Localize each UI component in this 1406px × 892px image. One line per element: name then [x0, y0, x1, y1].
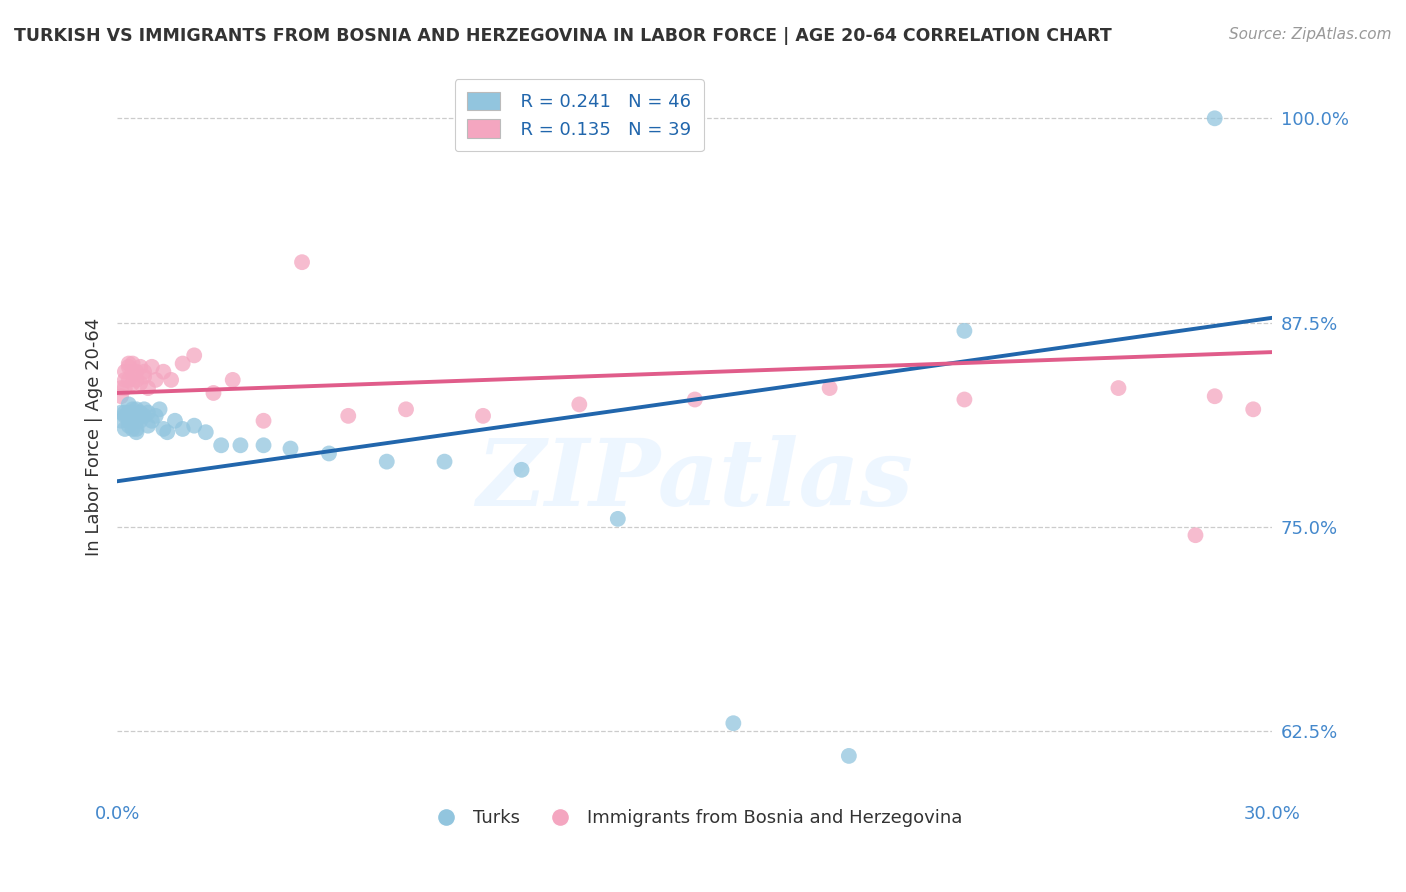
Point [129, 359, 152, 374]
Point [110, 389, 132, 403]
Point [125, 422, 148, 436]
Point [433, 455, 456, 469]
Point [510, 463, 533, 477]
Point [1184, 528, 1206, 542]
Point [110, 414, 132, 428]
Point [125, 414, 148, 428]
Point [683, 392, 706, 407]
Point [136, 406, 159, 420]
Point [818, 381, 841, 395]
Point [121, 402, 143, 417]
Point [121, 422, 143, 436]
Point [121, 357, 143, 371]
Point [141, 414, 163, 428]
Point [145, 409, 167, 423]
Point [134, 402, 156, 417]
Point [125, 373, 148, 387]
Text: ZIPatlas: ZIPatlas [477, 435, 914, 525]
Point [118, 357, 141, 371]
Point [118, 373, 141, 387]
Point [183, 348, 205, 362]
Point [375, 455, 398, 469]
Point [1107, 381, 1129, 395]
Point [953, 324, 976, 338]
Point [252, 438, 274, 452]
Point [129, 406, 152, 420]
Point [125, 402, 148, 417]
Point [172, 357, 194, 371]
Point [723, 716, 745, 731]
Point [152, 422, 174, 436]
Text: Source: ZipAtlas.com: Source: ZipAtlas.com [1229, 27, 1392, 42]
Point [134, 409, 156, 423]
Point [118, 406, 141, 420]
Y-axis label: In Labor Force | Age 20-64: In Labor Force | Age 20-64 [86, 318, 103, 557]
Point [121, 406, 143, 420]
Legend: Turks, Immigrants from Bosnia and Herzegovina: Turks, Immigrants from Bosnia and Herzeg… [420, 802, 969, 835]
Point [337, 409, 360, 423]
Point [395, 402, 418, 417]
Point [472, 409, 495, 423]
Point [136, 418, 159, 433]
Point [114, 365, 136, 379]
Point [229, 438, 252, 452]
Point [252, 414, 274, 428]
Point [118, 359, 141, 374]
Point [291, 255, 314, 269]
Point [280, 442, 302, 456]
Point [118, 418, 141, 433]
Point [152, 365, 174, 379]
Point [114, 409, 136, 423]
Point [194, 425, 217, 440]
Point [114, 373, 136, 387]
Point [121, 376, 143, 391]
Point [568, 397, 591, 411]
Point [129, 376, 152, 391]
Point [141, 359, 163, 374]
Point [129, 414, 152, 428]
Point [110, 381, 132, 395]
Point [183, 418, 205, 433]
Point [838, 748, 860, 763]
Point [222, 373, 245, 387]
Point [156, 425, 179, 440]
Point [121, 365, 143, 379]
Point [1241, 402, 1264, 417]
Point [953, 392, 976, 407]
Point [134, 365, 156, 379]
Point [125, 409, 148, 423]
Point [114, 406, 136, 420]
Point [145, 373, 167, 387]
Point [163, 414, 186, 428]
Point [209, 438, 232, 452]
Point [160, 373, 183, 387]
Point [114, 422, 136, 436]
Point [172, 422, 194, 436]
Point [118, 414, 141, 428]
Point [148, 402, 170, 417]
Text: TURKISH VS IMMIGRANTS FROM BOSNIA AND HERZEGOVINA IN LABOR FORCE | AGE 20-64 COR: TURKISH VS IMMIGRANTS FROM BOSNIA AND HE… [14, 27, 1112, 45]
Point [134, 369, 156, 384]
Point [136, 381, 159, 395]
Point [1204, 112, 1226, 126]
Point [118, 397, 141, 411]
Point [114, 381, 136, 395]
Point [318, 446, 340, 460]
Point [202, 386, 225, 401]
Point [110, 406, 132, 420]
Point [1204, 389, 1226, 403]
Point [606, 512, 628, 526]
Point [125, 365, 148, 379]
Point [125, 425, 148, 440]
Point [121, 409, 143, 423]
